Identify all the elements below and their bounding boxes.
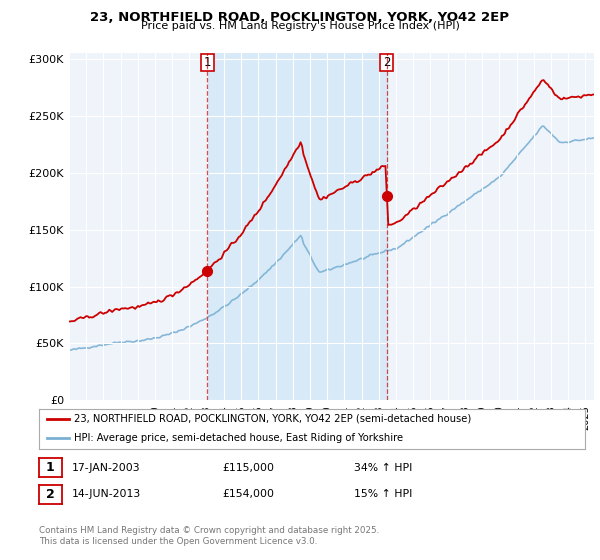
Text: 23, NORTHFIELD ROAD, POCKLINGTON, YORK, YO42 2EP: 23, NORTHFIELD ROAD, POCKLINGTON, YORK, …	[91, 11, 509, 24]
Text: £115,000: £115,000	[222, 463, 274, 473]
Text: 2: 2	[46, 488, 55, 501]
Text: 1: 1	[46, 461, 55, 474]
Text: Price paid vs. HM Land Registry's House Price Index (HPI): Price paid vs. HM Land Registry's House …	[140, 21, 460, 31]
Text: HPI: Average price, semi-detached house, East Riding of Yorkshire: HPI: Average price, semi-detached house,…	[74, 433, 404, 443]
Text: 14-JUN-2013: 14-JUN-2013	[72, 489, 141, 500]
Text: £154,000: £154,000	[222, 489, 274, 500]
Text: 23, NORTHFIELD ROAD, POCKLINGTON, YORK, YO42 2EP (semi-detached house): 23, NORTHFIELD ROAD, POCKLINGTON, YORK, …	[74, 414, 472, 424]
Text: 1: 1	[203, 56, 211, 69]
Bar	[208, 53, 386, 400]
Text: 2: 2	[383, 56, 391, 69]
Text: Contains HM Land Registry data © Crown copyright and database right 2025.
This d: Contains HM Land Registry data © Crown c…	[39, 526, 379, 546]
Text: 34% ↑ HPI: 34% ↑ HPI	[354, 463, 412, 473]
Text: 15% ↑ HPI: 15% ↑ HPI	[354, 489, 412, 500]
Text: 17-JAN-2003: 17-JAN-2003	[72, 463, 140, 473]
